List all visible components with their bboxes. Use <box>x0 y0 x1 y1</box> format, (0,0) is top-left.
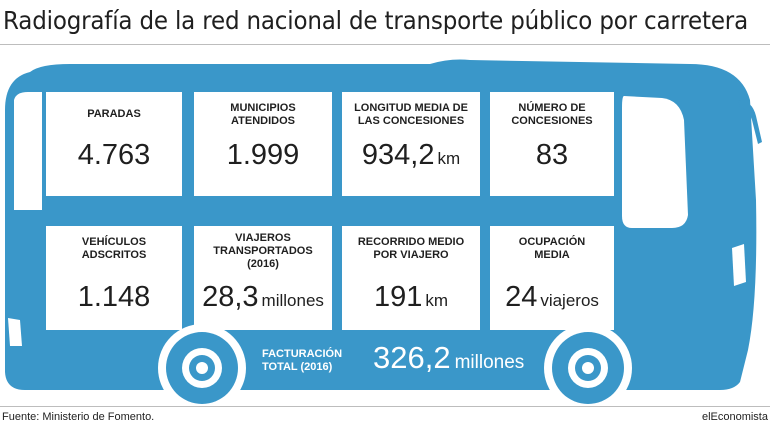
stat-unit: km <box>425 291 449 310</box>
stat-unit: millones <box>261 291 324 310</box>
stat-unit: km <box>437 149 461 168</box>
stat-value: 191 km <box>373 281 449 313</box>
stat-viajeros: VIAJEROS TRANSPORTADOS (2016) 28,3 millon… <box>194 226 332 330</box>
facturacion-label: FACTURACIÓN TOTAL (2016) <box>262 348 343 373</box>
stat-value: 83 <box>535 139 569 171</box>
front-light <box>732 244 746 286</box>
source-note: Fuente: Ministerio de Fomento. <box>2 411 155 423</box>
facturacion-value: 326,2 millones <box>373 340 525 375</box>
facturacion-unit: millones <box>454 352 525 373</box>
stat-value: 24 viajeros <box>505 281 599 313</box>
page-title: Radiografía de la red nacional de transp… <box>3 6 748 35</box>
rear-window <box>14 92 42 210</box>
stat-ocupacion: OCUPACIÓN MEDIA 24 viajeros <box>490 226 614 330</box>
stat-value: 4.763 <box>77 139 151 171</box>
front-wheel <box>544 324 632 412</box>
side-mirror <box>738 100 762 144</box>
footer-divider <box>0 406 770 407</box>
stat-label: NÚMERO DE CONCESIONES <box>511 102 593 127</box>
rear-light <box>8 318 22 346</box>
stat-label: OCUPACIÓN MEDIA <box>518 236 586 261</box>
stat-unit: viajeros <box>540 291 599 310</box>
rear-wheel <box>158 324 246 412</box>
stat-label: LONGITUD MEDIA DE LAS CONCESIONES <box>354 102 468 127</box>
stat-vehiculos: VEHÍCULOS ADSCRITOS 1.148 <box>46 226 182 330</box>
windshield <box>622 96 688 228</box>
stat-label: MUNICIPIOS ATENDIDOS <box>230 102 296 127</box>
stat-recorrido: RECORRIDO MEDIO POR VIAJERO 191 km <box>342 226 480 330</box>
stat-concesiones: NÚMERO DE CONCESIONES 83 <box>490 92 614 196</box>
stat-value: 1.148 <box>77 281 151 313</box>
stat-value: 28,3 millones <box>202 281 324 313</box>
stat-label: RECORRIDO MEDIO POR VIAJERO <box>357 236 465 261</box>
stat-value: 934,2 km <box>361 139 461 171</box>
stat-municipios: MUNICIPIOS ATENDIDOS 1.999 <box>194 92 332 196</box>
stat-label: VEHÍCULOS ADSCRITOS <box>81 236 147 261</box>
stat-label: PARADAS <box>87 108 141 120</box>
title-divider <box>0 44 770 45</box>
brand-logo: elEconomista <box>701 411 768 423</box>
stat-paradas: PARADAS 4.763 <box>46 92 182 196</box>
stat-label: VIAJEROS TRANSPORTADOS (2016) <box>213 232 313 270</box>
stat-longitud: LONGITUD MEDIA DE LAS CONCESIONES 934,2 k… <box>342 92 480 196</box>
stat-value: 1.999 <box>226 139 300 171</box>
